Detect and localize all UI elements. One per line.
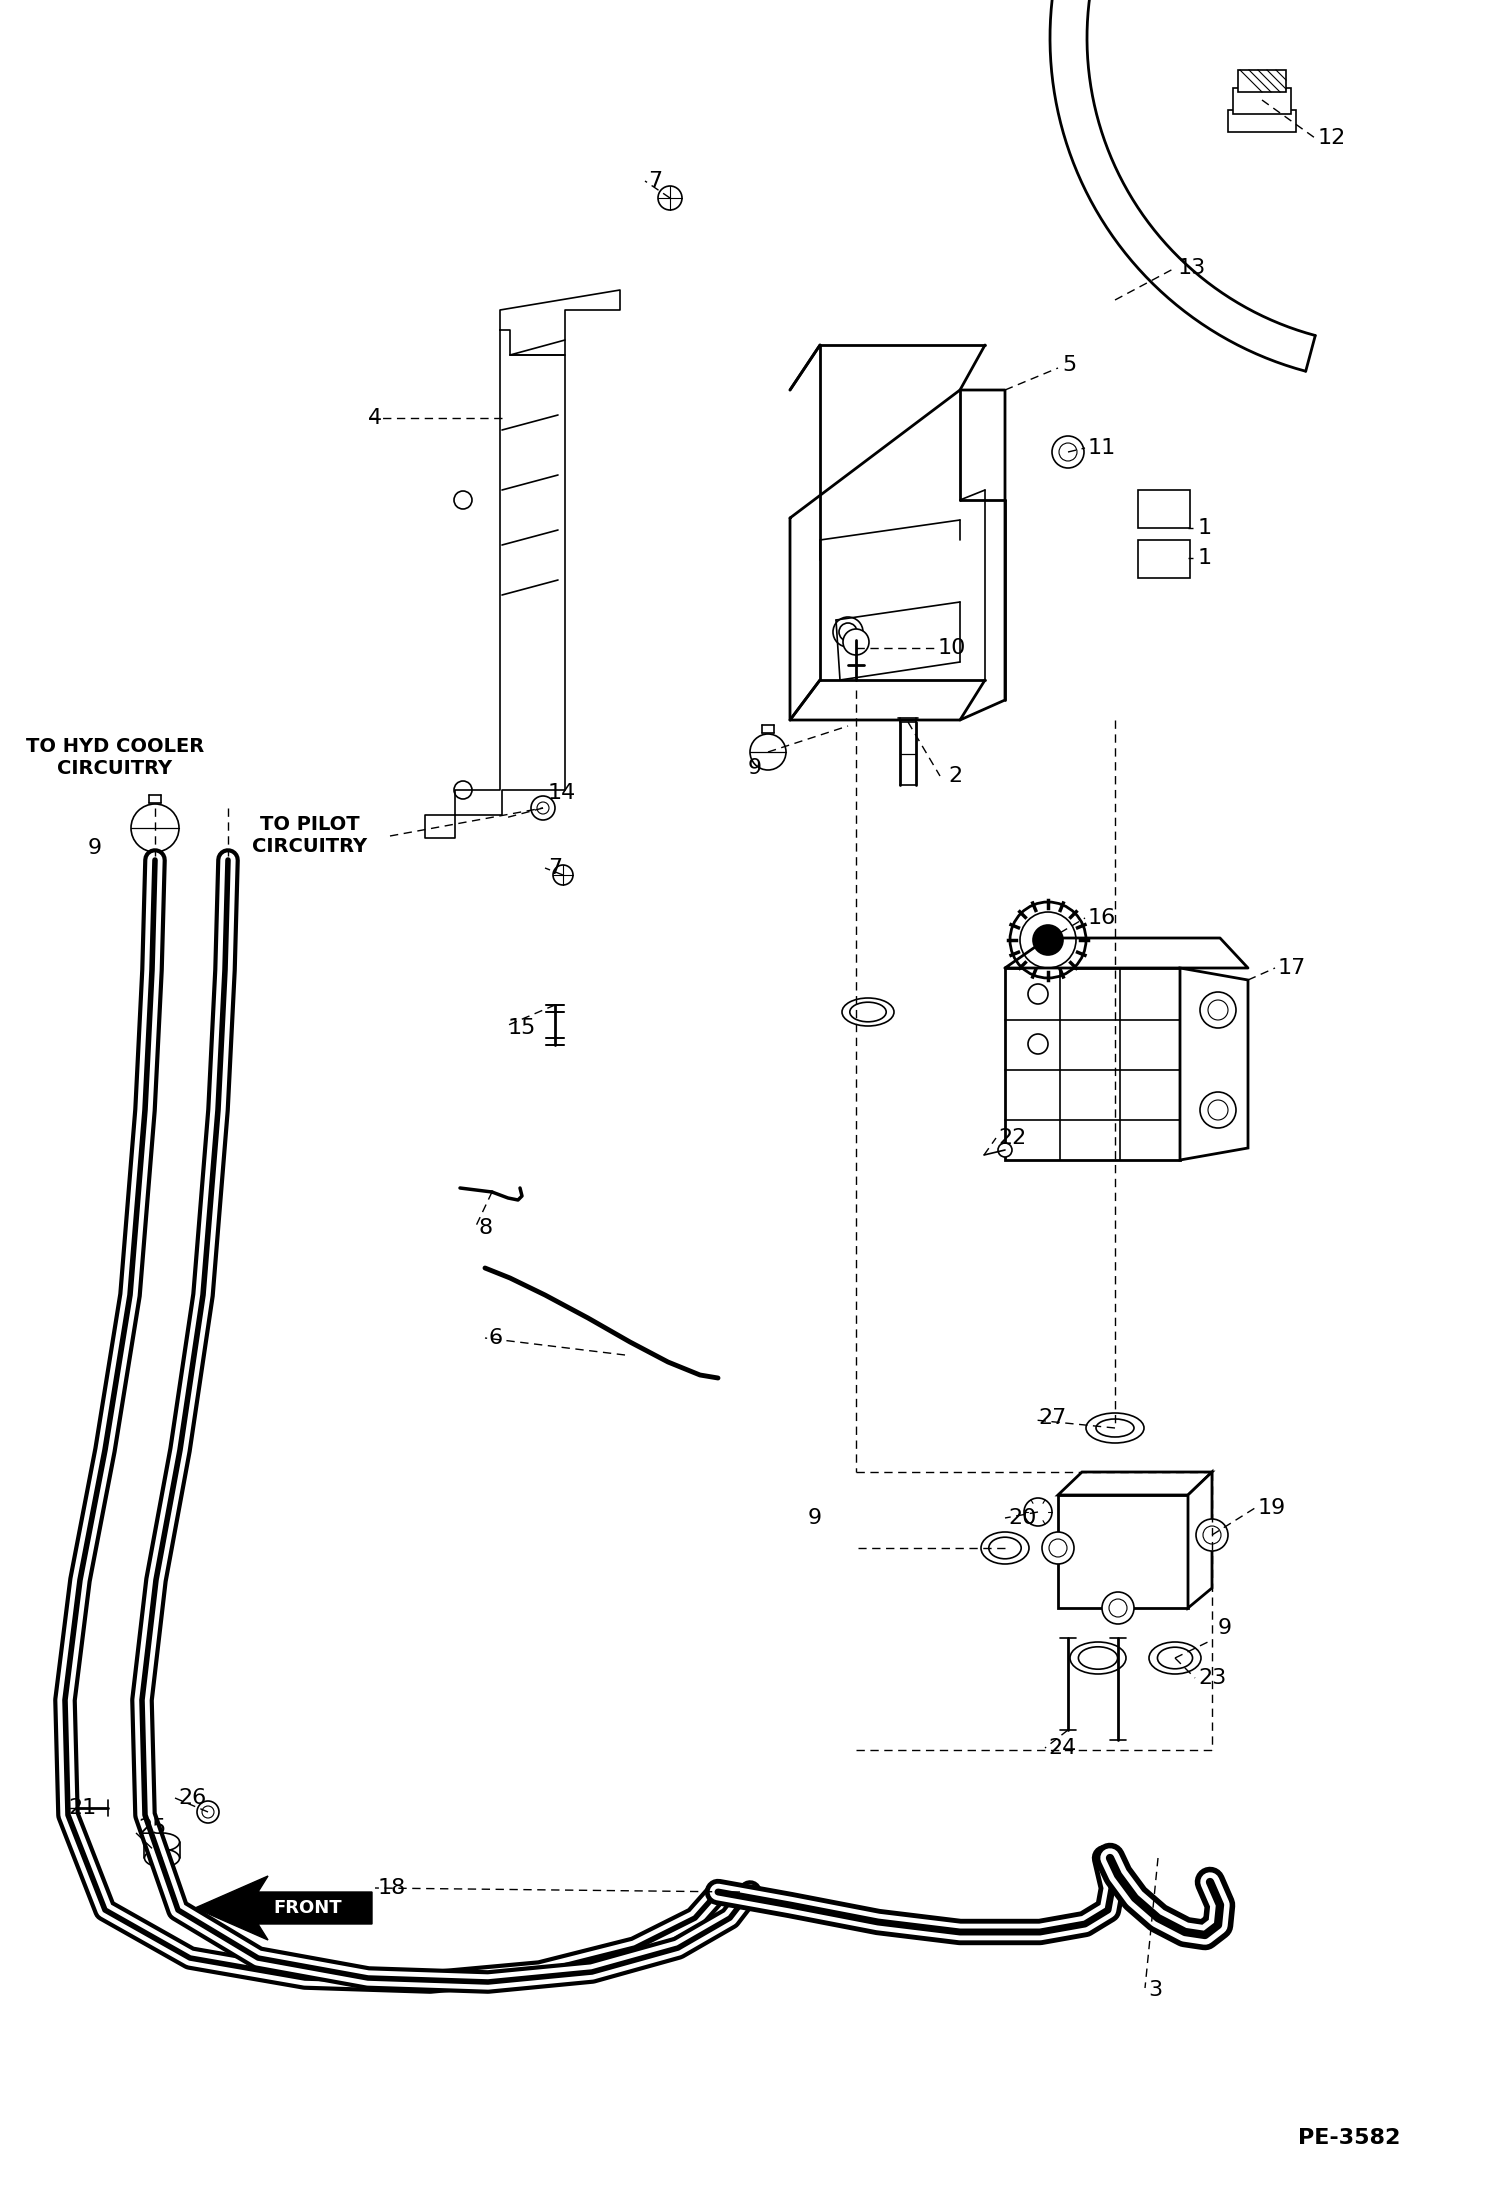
Polygon shape	[1058, 1496, 1188, 1607]
Text: 8: 8	[478, 1217, 493, 1239]
Circle shape	[998, 1143, 1013, 1158]
Text: 26: 26	[178, 1787, 207, 1807]
Text: 15: 15	[508, 1018, 536, 1037]
Ellipse shape	[1086, 1412, 1144, 1443]
Text: 7: 7	[548, 857, 562, 877]
Text: 9: 9	[807, 1509, 822, 1529]
Polygon shape	[1180, 967, 1248, 1160]
Text: 20: 20	[1008, 1509, 1037, 1529]
Text: 19: 19	[1258, 1498, 1287, 1518]
Text: 14: 14	[548, 783, 577, 803]
Text: 21: 21	[67, 1798, 96, 1818]
Circle shape	[530, 796, 554, 820]
Circle shape	[1200, 991, 1236, 1029]
Text: 3: 3	[1147, 1980, 1162, 2000]
Ellipse shape	[144, 1833, 180, 1851]
Circle shape	[1200, 1092, 1236, 1127]
Text: 11: 11	[1088, 439, 1116, 458]
Circle shape	[1028, 1035, 1049, 1055]
Text: 27: 27	[1038, 1408, 1067, 1428]
Circle shape	[1020, 912, 1076, 967]
Circle shape	[1034, 925, 1064, 954]
Polygon shape	[195, 1875, 372, 1941]
Text: 24: 24	[1049, 1739, 1076, 1759]
Text: 7: 7	[649, 171, 662, 191]
Bar	[1237, 70, 1285, 92]
Text: 17: 17	[1278, 958, 1306, 978]
Circle shape	[843, 629, 869, 656]
Text: PE-3582: PE-3582	[1297, 2127, 1401, 2147]
Text: 2: 2	[948, 765, 962, 785]
Circle shape	[1025, 1498, 1052, 1526]
Text: 9: 9	[1218, 1618, 1233, 1638]
Bar	[1138, 489, 1189, 529]
Text: 13: 13	[1177, 259, 1206, 279]
Circle shape	[1010, 901, 1086, 978]
Ellipse shape	[1097, 1419, 1134, 1436]
Circle shape	[1043, 1533, 1074, 1564]
Circle shape	[1052, 436, 1085, 467]
Text: 16: 16	[1088, 908, 1116, 928]
Bar	[1228, 110, 1296, 132]
Text: 9: 9	[88, 838, 102, 857]
Text: 1: 1	[1198, 548, 1212, 568]
Text: FRONT: FRONT	[274, 1899, 343, 1917]
Polygon shape	[1058, 1472, 1212, 1496]
Text: 22: 22	[998, 1127, 1026, 1147]
Circle shape	[833, 616, 863, 647]
Text: 23: 23	[1198, 1669, 1227, 1689]
Text: 25: 25	[138, 1818, 166, 1838]
Text: 4: 4	[369, 408, 382, 428]
Bar	[1138, 539, 1189, 579]
Text: 1: 1	[1198, 518, 1212, 537]
Text: 5: 5	[1062, 355, 1076, 375]
Text: 6: 6	[488, 1329, 502, 1349]
Text: 18: 18	[377, 1877, 406, 1897]
Polygon shape	[1188, 1472, 1212, 1607]
Circle shape	[1103, 1592, 1134, 1625]
Bar	[1233, 88, 1291, 114]
Circle shape	[1195, 1520, 1228, 1550]
Circle shape	[198, 1800, 219, 1822]
Text: TO HYD COOLER
CIRCUITRY: TO HYD COOLER CIRCUITRY	[25, 737, 204, 779]
Text: 12: 12	[1318, 127, 1347, 147]
Text: 10: 10	[938, 638, 966, 658]
Circle shape	[1028, 985, 1049, 1004]
Text: TO PILOT
CIRCUITRY: TO PILOT CIRCUITRY	[253, 816, 367, 857]
Text: 9: 9	[748, 759, 762, 779]
Polygon shape	[1005, 967, 1180, 1160]
